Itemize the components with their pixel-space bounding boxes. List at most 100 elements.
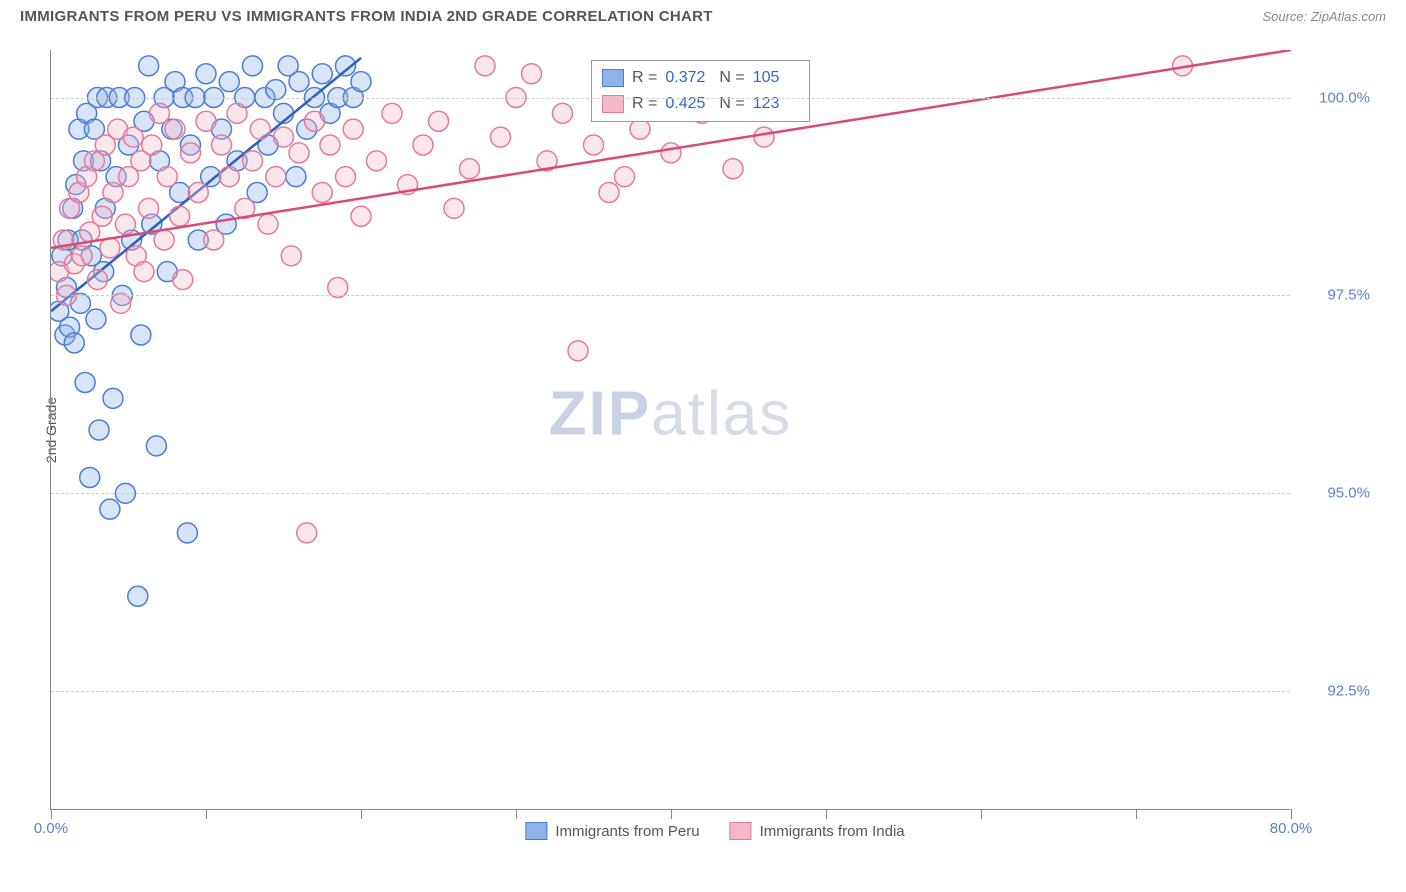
scatter-point (64, 333, 84, 353)
scatter-point (86, 309, 106, 329)
scatter-point (196, 64, 216, 84)
scatter-point (103, 183, 123, 203)
scatter-point (274, 127, 294, 147)
x-tick-label: 0.0% (34, 820, 68, 837)
scatter-point (286, 167, 306, 187)
chart-source: Source: ZipAtlas.com (1262, 9, 1386, 24)
r-value: 0.372 (665, 69, 711, 87)
legend-label: Immigrants from India (760, 823, 905, 840)
scatter-point (196, 111, 216, 131)
scatter-point (460, 159, 480, 179)
scatter-point (351, 206, 371, 226)
scatter-point (289, 72, 309, 92)
plot-area: ZIPatlas R =0.372N =105R =0.425N =123 92… (50, 50, 1290, 810)
scatter-point (142, 135, 162, 155)
r-label: R = (632, 69, 657, 87)
scatter-point (131, 325, 151, 345)
gridline (51, 98, 1290, 99)
y-tick-label: 100.0% (1300, 89, 1370, 106)
x-tick (1136, 809, 1137, 819)
scatter-point (367, 151, 387, 171)
x-tick (981, 809, 982, 819)
chart-header: IMMIGRANTS FROM PERU VS IMMIGRANTS FROM … (0, 0, 1406, 31)
scatter-point (312, 183, 332, 203)
gridline (51, 493, 1290, 494)
scatter-svg (51, 50, 1291, 810)
legend-item: Immigrants from India (730, 822, 905, 840)
scatter-point (100, 238, 120, 258)
scatter-point (157, 167, 177, 187)
scatter-point (615, 167, 635, 187)
scatter-point (250, 119, 270, 139)
scatter-point (243, 151, 263, 171)
y-tick-label: 95.0% (1300, 485, 1370, 502)
gridline (51, 691, 1290, 692)
scatter-point (139, 198, 159, 218)
scatter-point (475, 56, 495, 76)
scatter-point (630, 119, 650, 139)
scatter-point (320, 135, 340, 155)
scatter-point (89, 420, 109, 440)
x-tick-label: 80.0% (1270, 820, 1313, 837)
scatter-point (351, 72, 371, 92)
scatter-point (297, 523, 317, 543)
gridline (51, 295, 1290, 296)
scatter-point (188, 183, 208, 203)
scatter-point (134, 262, 154, 282)
scatter-point (444, 198, 464, 218)
scatter-point (92, 206, 112, 226)
scatter-point (115, 214, 135, 234)
chart-title: IMMIGRANTS FROM PERU VS IMMIGRANTS FROM … (20, 8, 713, 25)
scatter-point (429, 111, 449, 131)
scatter-point (88, 270, 108, 290)
scatter-point (103, 388, 123, 408)
series-swatch (602, 69, 624, 87)
scatter-point (343, 119, 363, 139)
scatter-point (266, 167, 286, 187)
scatter-point (258, 214, 278, 234)
legend-label: Immigrants from Peru (555, 823, 699, 840)
x-tick (826, 809, 827, 819)
scatter-point (154, 230, 174, 250)
scatter-point (219, 167, 239, 187)
n-value: 105 (753, 69, 799, 87)
n-label: N = (719, 69, 744, 87)
scatter-point (150, 103, 170, 123)
scatter-point (553, 103, 573, 123)
scatter-point (754, 127, 774, 147)
chart-container: 2nd Grade ZIPatlas R =0.372N =105R =0.42… (50, 50, 1380, 810)
y-tick-label: 92.5% (1300, 683, 1370, 700)
bottom-legend: Immigrants from Peru Immigrants from Indi… (525, 822, 904, 840)
x-tick (516, 809, 517, 819)
legend-swatch (525, 822, 547, 840)
scatter-point (661, 143, 681, 163)
legend-swatch (730, 822, 752, 840)
scatter-point (281, 246, 301, 266)
scatter-point (212, 135, 232, 155)
scatter-point (289, 143, 309, 163)
x-tick (1291, 809, 1292, 819)
scatter-point (173, 270, 193, 290)
scatter-point (75, 373, 95, 393)
scatter-point (599, 183, 619, 203)
scatter-point (170, 206, 190, 226)
scatter-point (123, 127, 143, 147)
scatter-point (165, 119, 185, 139)
scatter-point (522, 64, 542, 84)
scatter-point (723, 159, 743, 179)
stats-row: R = 0.372 N = 105 (602, 65, 799, 91)
legend-item: Immigrants from Peru (525, 822, 699, 840)
scatter-point (204, 230, 224, 250)
stats-legend-box: R =0.372N =105R =0.425N =123 (591, 60, 810, 122)
scatter-point (227, 103, 247, 123)
scatter-point (413, 135, 433, 155)
scatter-point (305, 111, 325, 131)
scatter-point (146, 436, 166, 456)
x-tick (51, 809, 52, 819)
scatter-point (80, 468, 100, 488)
scatter-point (336, 167, 356, 187)
scatter-point (177, 523, 197, 543)
scatter-point (243, 56, 263, 76)
scatter-point (568, 341, 588, 361)
scatter-point (382, 103, 402, 123)
